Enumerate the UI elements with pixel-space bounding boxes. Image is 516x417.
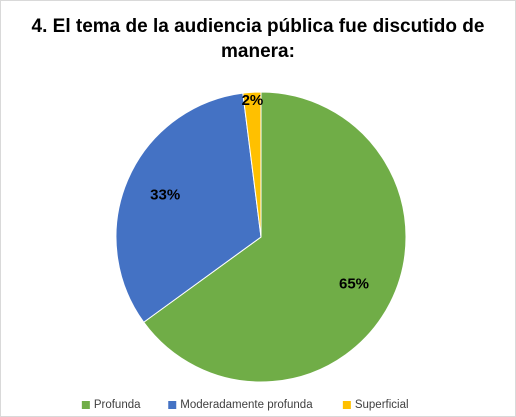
pie-slice bbox=[115, 92, 262, 323]
legend-swatch bbox=[342, 401, 351, 409]
legend-label: Profunda bbox=[94, 399, 141, 411]
data-label: 2% bbox=[242, 92, 264, 109]
pie-slice bbox=[242, 91, 262, 238]
data-label: 65% bbox=[339, 275, 369, 292]
legend-swatch bbox=[168, 401, 177, 409]
legend-label: Superficial bbox=[355, 399, 409, 411]
legend-swatch bbox=[81, 401, 90, 409]
data-label: 33% bbox=[150, 187, 180, 204]
chart-title: 4. El tema de la audiencia pública fue d… bbox=[31, 16, 485, 62]
legend-label: Moderadamente profunda bbox=[180, 399, 313, 411]
pie-slice bbox=[142, 91, 407, 383]
